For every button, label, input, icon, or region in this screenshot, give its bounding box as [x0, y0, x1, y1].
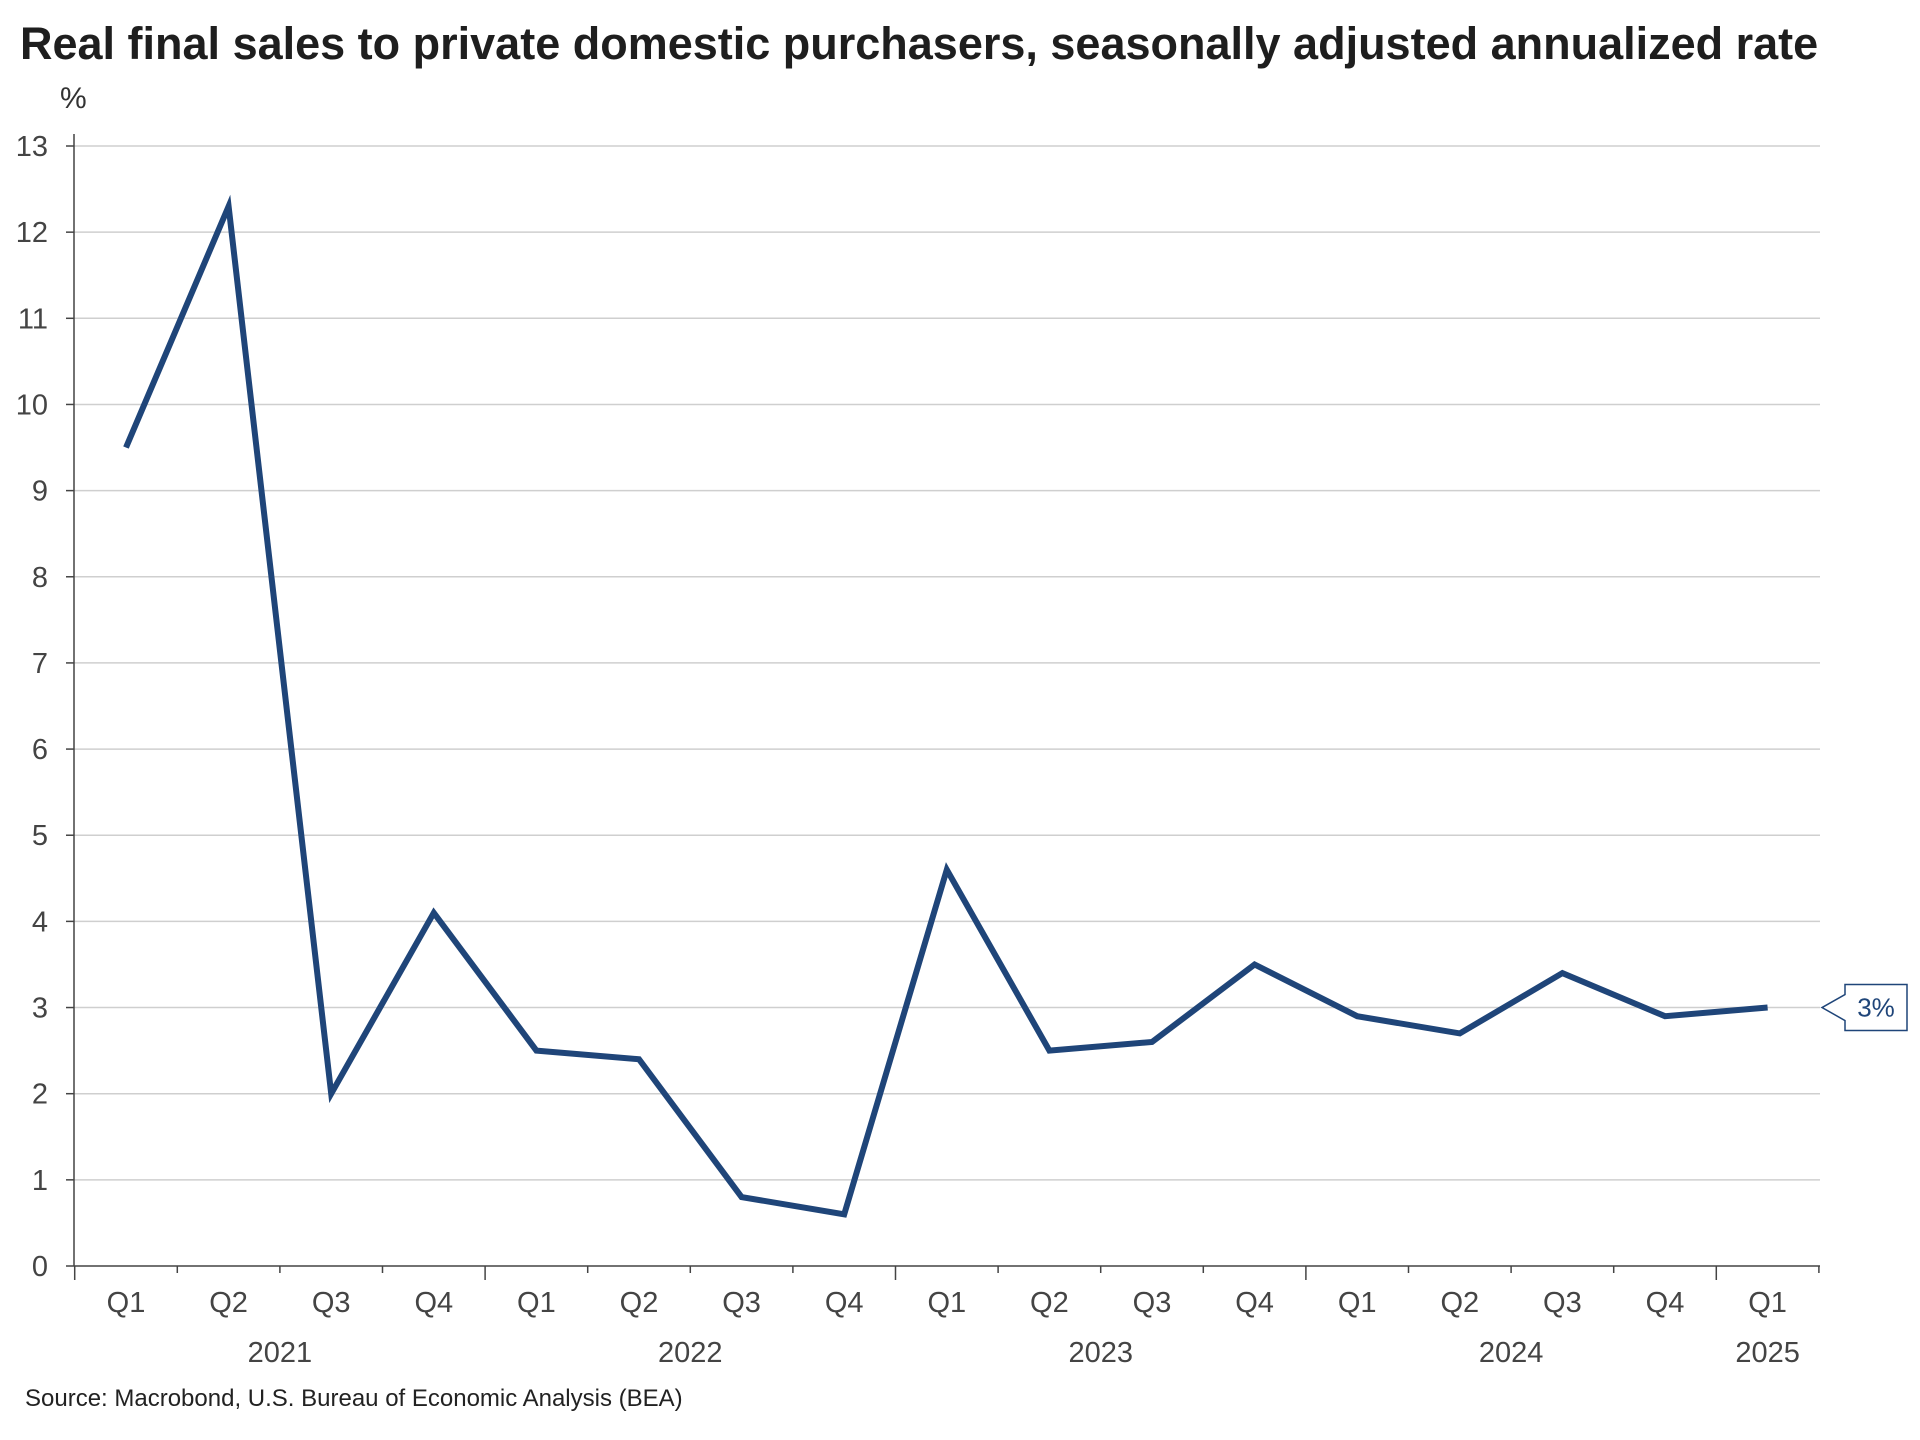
y-axis-unit: %	[60, 82, 87, 115]
x-tick-label: Q3	[312, 1287, 351, 1319]
year-label: 2022	[658, 1337, 723, 1369]
x-tick-label: Q1	[107, 1287, 146, 1319]
y-tick-label: 7	[32, 648, 48, 680]
y-tick-label: 0	[32, 1251, 48, 1283]
y-tick-label: 11	[18, 303, 48, 335]
y-tick-label: 2	[32, 1079, 48, 1111]
y-tick-label: 5	[32, 820, 48, 852]
x-tick-label: Q2	[1440, 1287, 1479, 1319]
x-tick-label: Q1	[927, 1287, 966, 1319]
year-label: 2023	[1068, 1337, 1133, 1369]
x-tick-label: Q2	[209, 1287, 248, 1319]
year-label: 2024	[1479, 1337, 1544, 1369]
x-tick-label: Q3	[1133, 1287, 1172, 1319]
chart-title: Real final sales to private domestic pur…	[20, 18, 1819, 69]
y-tick-label: 4	[32, 906, 48, 938]
year-label: 2021	[248, 1337, 313, 1369]
y-tick-label: 8	[32, 562, 48, 594]
last-value-label: 3%	[1857, 993, 1895, 1023]
x-tick-label: Q1	[1338, 1287, 1377, 1319]
y-tick-label: 10	[16, 389, 48, 421]
x-tick-label: Q4	[1646, 1287, 1685, 1319]
y-tick-label: 3	[32, 993, 48, 1025]
x-tick-label: Q1	[1748, 1287, 1787, 1319]
x-tick-label: Q3	[722, 1287, 761, 1319]
x-tick-label: Q2	[1030, 1287, 1069, 1319]
x-tick-label: Q4	[825, 1287, 864, 1319]
y-tick-label: 6	[32, 734, 48, 766]
last-value-callout	[1820, 983, 1908, 1032]
x-tick-label: Q3	[1543, 1287, 1582, 1319]
x-tick-label: Q2	[620, 1287, 659, 1319]
y-tick-label: 1	[32, 1165, 48, 1197]
y-tick-label: 9	[32, 476, 48, 508]
year-label: 2025	[1735, 1337, 1800, 1369]
series-line	[123, 194, 1768, 1218]
x-tick-label: Q4	[1235, 1287, 1274, 1319]
x-tick-label: Q1	[517, 1287, 556, 1319]
source-note: Source: Macrobond, U.S. Bureau of Econom…	[25, 1385, 683, 1412]
y-tick-label: 13	[16, 131, 48, 163]
x-tick-label: Q4	[414, 1287, 453, 1319]
y-tick-label: 12	[16, 217, 48, 249]
